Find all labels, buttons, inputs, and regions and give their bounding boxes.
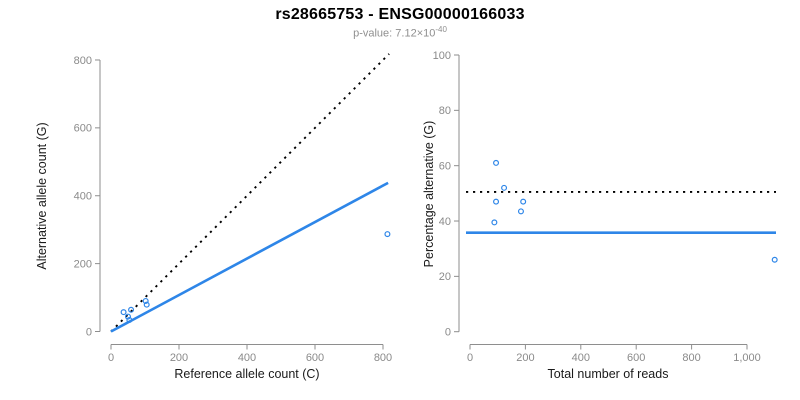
data-point xyxy=(128,306,135,313)
x-tick-label: 400 xyxy=(572,352,590,364)
right-plot: 0 20 40 60 80 100 0 200 400 600 800 1,000 Total numb… xyxy=(422,50,778,381)
x-tick-label: 800 xyxy=(682,352,700,364)
data-point xyxy=(491,219,498,226)
x-axis-title: Reference allele count (C) xyxy=(174,367,319,381)
fit-line xyxy=(110,181,389,333)
pvalue-mantissa: 7.12×10 xyxy=(395,27,436,40)
y-tick-label: 600 xyxy=(74,123,92,135)
data-point xyxy=(771,256,778,263)
x-tick-label: 0 xyxy=(108,352,114,364)
y-tick-label: 60 xyxy=(439,160,451,172)
page-title: rs28665753 - ENSG00000166033 xyxy=(275,6,525,23)
x-tick-label: 800 xyxy=(374,352,392,364)
data-point xyxy=(517,208,524,215)
data-point xyxy=(501,184,508,191)
x-tick-label: 0 xyxy=(467,352,473,364)
y-tick-label: 0 xyxy=(445,327,451,339)
data-point xyxy=(384,231,391,238)
data-point xyxy=(120,309,127,316)
left-plot: 0 200 400 600 800 0 200 400 600 800 Reference alle… xyxy=(35,53,392,381)
data-point xyxy=(143,301,150,308)
y-tick-label: 80 xyxy=(439,105,451,117)
pvalue-exponent: -40 xyxy=(435,25,447,34)
y-axis-title: Alternative allele count (G) xyxy=(35,122,49,269)
data-point xyxy=(520,198,527,205)
y-tick-label: 0 xyxy=(86,326,92,338)
x-tick-label: 400 xyxy=(238,352,256,364)
x-tick-label: 1,000 xyxy=(733,352,761,364)
pvalue-subtitle: p-value: 7.12×10-40 xyxy=(0,25,800,40)
x-tick-label: 200 xyxy=(516,352,534,364)
y-tick-label: 800 xyxy=(74,55,92,67)
data-point xyxy=(126,316,133,323)
x-axis-title: Total number of reads xyxy=(548,367,669,381)
data-point xyxy=(142,297,149,304)
pvalue-label: p-value: xyxy=(353,27,396,40)
plot-header: rs28665753 - ENSG00000166033 p-value: 7.… xyxy=(0,0,800,40)
data-point xyxy=(124,313,131,320)
y-tick-label: 200 xyxy=(74,258,92,270)
y-tick-label: 400 xyxy=(74,191,92,203)
identity-line xyxy=(110,53,390,333)
x-tick-label: 600 xyxy=(306,352,324,364)
y-tick-label: 100 xyxy=(433,50,451,62)
x-tick-label: 600 xyxy=(627,352,645,364)
y-tick-label: 20 xyxy=(439,271,451,283)
data-point xyxy=(493,159,500,166)
x-tick-label: 200 xyxy=(170,352,188,364)
data-point xyxy=(493,198,500,205)
y-axis-title: Percentage alternative (G) xyxy=(422,121,436,268)
y-tick-label: 40 xyxy=(439,216,451,228)
